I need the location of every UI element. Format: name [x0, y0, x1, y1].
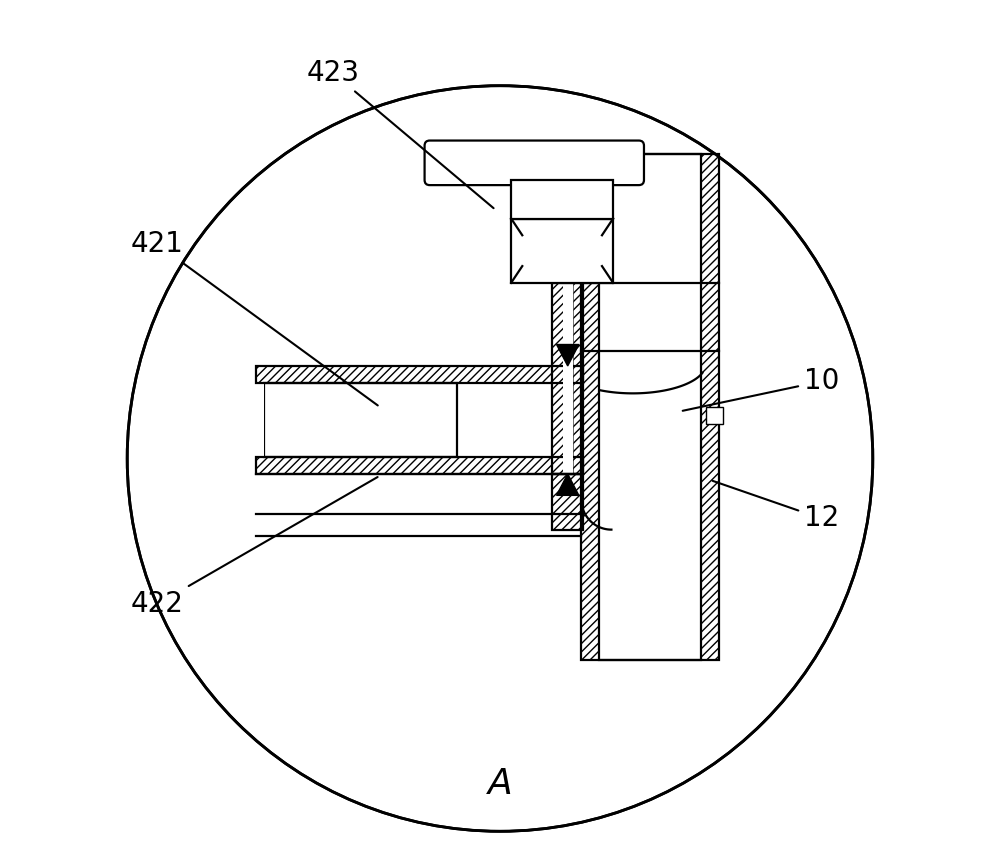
Bar	[256, 457, 583, 474]
Bar	[552, 283, 563, 474]
Bar	[573, 283, 583, 474]
Bar	[256, 457, 583, 474]
Text: 423: 423	[306, 59, 494, 208]
Bar	[256, 366, 583, 383]
Bar	[701, 154, 719, 660]
Bar	[599, 154, 701, 660]
Bar	[511, 180, 613, 219]
Polygon shape	[557, 345, 579, 366]
Bar	[563, 283, 573, 474]
Bar	[511, 219, 613, 283]
Bar	[256, 366, 583, 383]
Bar	[706, 407, 723, 424]
Bar	[256, 383, 264, 457]
Bar	[599, 154, 701, 660]
Polygon shape	[557, 474, 579, 495]
FancyBboxPatch shape	[425, 141, 644, 185]
Bar	[599, 154, 701, 283]
Text: 422: 422	[131, 477, 378, 618]
Bar	[264, 383, 457, 457]
Bar	[552, 474, 583, 530]
Bar	[581, 154, 719, 283]
Text: 421: 421	[131, 231, 378, 405]
Bar	[552, 283, 583, 474]
Text: 12: 12	[713, 481, 839, 532]
Bar	[581, 154, 599, 660]
Bar	[581, 154, 719, 660]
Bar	[552, 474, 583, 530]
Text: A: A	[488, 767, 512, 801]
Text: 10: 10	[683, 368, 839, 411]
Circle shape	[127, 86, 873, 831]
